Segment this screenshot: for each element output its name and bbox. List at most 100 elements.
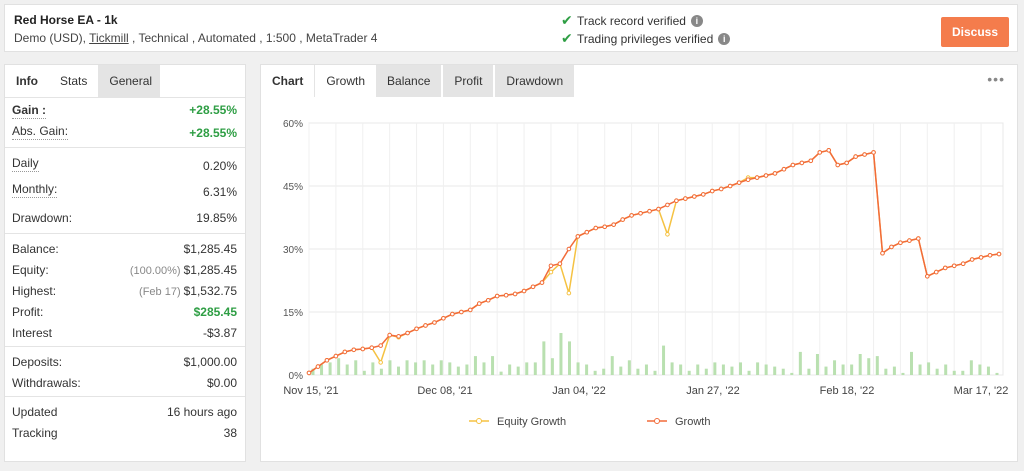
highest-date: (Feb 17)	[139, 286, 181, 298]
growth-point	[306, 370, 312, 376]
daily-bar	[961, 370, 965, 375]
growth-point	[405, 330, 410, 336]
y-tick-label: 60%	[283, 119, 303, 130]
tab-chart[interactable]: Chart	[261, 65, 315, 97]
drawdown-row: Drawdown: 19.85%	[5, 205, 245, 231]
tracking-value: 38	[223, 426, 237, 440]
more-options-icon[interactable]: •••	[987, 71, 1005, 87]
gain-row: Gain : +28.55%	[5, 100, 245, 121]
legend-equity-marker	[476, 418, 482, 424]
growth-point	[844, 160, 849, 166]
daily-bar	[969, 360, 973, 375]
growth-point	[683, 196, 688, 201]
growth-point	[485, 297, 491, 303]
discuss-button[interactable]: Discuss	[941, 17, 1009, 47]
daily-label[interactable]: Daily	[12, 156, 39, 172]
growth-chart: 0% 15% 30% 45% 60% Nov 15, '21 Dec 08, '21 Jan …	[283, 119, 1008, 428]
daily-bar	[550, 358, 554, 375]
growth-point	[862, 152, 867, 157]
withdrawals-value: $0.00	[206, 376, 237, 390]
tab-info[interactable]: Info	[5, 65, 49, 97]
monthly-row: Monthly: 6.31%	[5, 179, 245, 205]
info-icon[interactable]: i	[690, 14, 703, 27]
tab-growth[interactable]: Growth	[314, 65, 377, 97]
growth-point	[611, 222, 616, 227]
growth-point	[647, 208, 652, 214]
daily-bar	[927, 362, 931, 375]
daily-bar	[482, 362, 486, 375]
x-tick-label: Dec 08, '21	[417, 385, 472, 397]
check-icon: ✔	[561, 30, 573, 46]
tab-profit[interactable]: Profit	[443, 65, 494, 97]
chart-panel: Chart Growth Balance Profit Drawdown •••…	[260, 64, 1018, 462]
interest-value: -$3.87	[202, 326, 237, 340]
tab-stats[interactable]: Stats	[49, 65, 99, 97]
daily-bar	[568, 341, 571, 375]
interest-label: Interest	[12, 326, 53, 340]
tab-balance[interactable]: Balance	[376, 65, 442, 97]
trading-privileges-verified: ✔ Trading privileges verified i	[561, 30, 731, 47]
growth-point	[826, 148, 832, 153]
system-title: Red Horse EA - 1k	[14, 13, 118, 27]
withdrawals-row: Withdrawals: $0.00	[5, 373, 245, 394]
growth-point	[817, 150, 823, 155]
daily-bar	[311, 368, 315, 375]
y-tick-label: 30%	[283, 245, 303, 256]
info-icon[interactable]: i	[718, 32, 731, 45]
daily-bar	[807, 368, 811, 375]
growth-point	[414, 326, 419, 332]
growth-point	[656, 206, 661, 212]
growth-point	[396, 334, 401, 339]
highest-label: Highest:	[12, 284, 57, 298]
subtitle-suffix: , Technical , Automated , 1:500 , MetaTr…	[128, 31, 378, 45]
x-tick-label: Nov 15, '21	[283, 385, 338, 397]
daily-bar	[944, 364, 948, 375]
daily-bar	[756, 362, 760, 375]
broker-link[interactable]: Tickmill	[89, 31, 129, 45]
growth-point	[790, 162, 796, 168]
daily-bar	[499, 371, 503, 375]
daily-bar	[687, 370, 691, 375]
growth-point	[333, 353, 339, 359]
daily-bar	[379, 368, 383, 375]
growth-point	[745, 177, 751, 182]
daily-bar	[559, 333, 563, 375]
trading-privileges-label: Trading privileges verified	[577, 31, 714, 46]
daily-bar	[815, 354, 819, 375]
daily-bar	[952, 370, 956, 375]
gain-group: Gain : +28.55% Abs. Gain: +28.55%	[5, 97, 245, 147]
abs-gain-label[interactable]: Abs. Gain:	[12, 124, 69, 140]
growth-point	[593, 225, 599, 231]
daily-bar	[473, 356, 477, 375]
daily-bar	[713, 362, 717, 375]
growth-point	[674, 198, 679, 203]
daily-bar	[320, 364, 324, 375]
daily-bar	[439, 360, 443, 375]
equity-growth-point	[665, 232, 670, 237]
daily-bar	[644, 364, 648, 375]
deposits-row: Deposits: $1,000.00	[5, 352, 245, 373]
growth-point	[996, 251, 1002, 257]
monthly-label[interactable]: Monthly:	[12, 182, 58, 198]
chart-tabs: Chart Growth Balance Profit Drawdown	[261, 65, 1017, 97]
growth-point	[916, 236, 921, 241]
growth-point	[638, 211, 643, 216]
gain-label[interactable]: Gain :	[12, 103, 47, 119]
tab-general[interactable]: General	[98, 65, 161, 97]
legend-growth-marker	[654, 418, 660, 424]
daily-bar	[636, 368, 640, 375]
daily-bar	[918, 364, 922, 375]
daily-bar	[414, 362, 418, 375]
growth-point	[665, 202, 670, 208]
daily-bar	[696, 364, 700, 375]
abs-gain-row: Abs. Gain: +28.55%	[5, 121, 245, 145]
daily-bar	[841, 364, 845, 375]
updated-group: Updated 16 hours ago Tracking 38	[5, 396, 245, 446]
daily-bar	[388, 360, 392, 375]
track-record-verified: ✔ Track record verified i	[561, 12, 703, 29]
daily-bar	[516, 366, 520, 375]
tab-drawdown[interactable]: Drawdown	[495, 65, 575, 97]
growth-point	[898, 240, 903, 245]
growth-point	[978, 255, 984, 260]
growth-point	[423, 323, 428, 328]
